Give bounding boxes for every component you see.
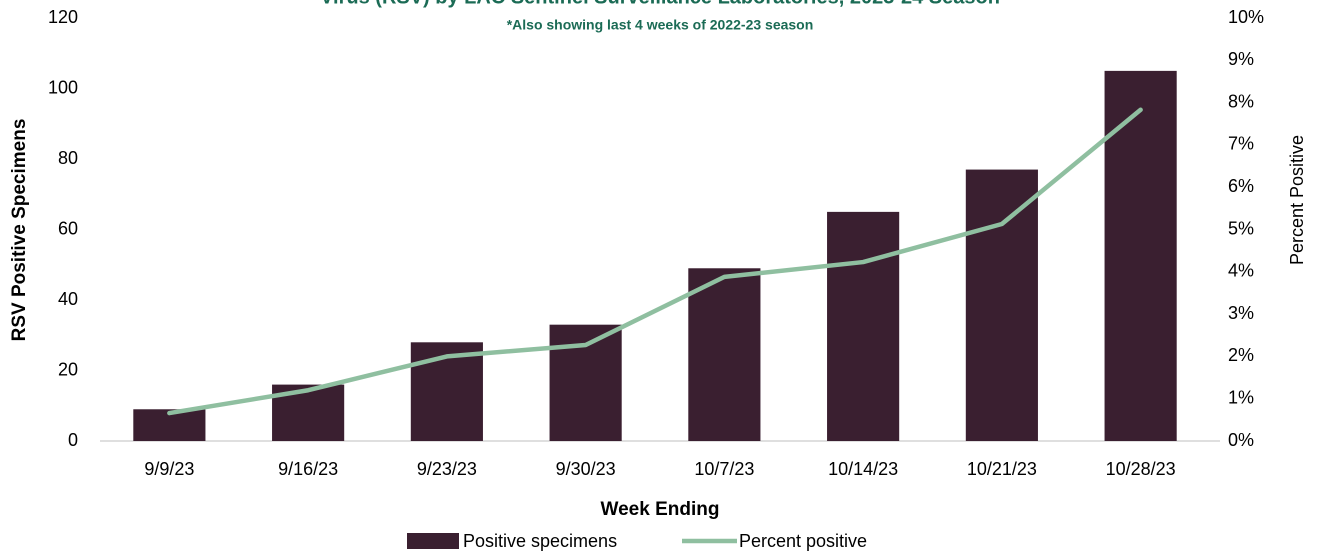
y2-tick-label: 0%: [1228, 430, 1254, 450]
bar: [549, 324, 622, 441]
x-axis-label: Week Ending: [601, 499, 720, 520]
chart-subtitle: *Also showing last 4 weeks of 2022-23 se…: [507, 17, 814, 33]
chart-title: Virus (RSV) by LAC Sentinel Surveillance…: [320, 0, 1000, 8]
y2-tick-label: 2%: [1228, 345, 1254, 365]
bar: [410, 342, 483, 441]
y-axis-label: RSV Positive Specimens: [9, 119, 30, 342]
y-tick-label: 60: [58, 218, 78, 238]
bar: [1104, 70, 1177, 441]
legend-swatch: [407, 533, 459, 549]
line: [167, 107, 1143, 416]
y2-tick-label: 6%: [1228, 176, 1254, 196]
y2-tick-label: 9%: [1228, 49, 1254, 69]
y2-tick-label: 7%: [1228, 134, 1254, 154]
legend-label: Positive specimens: [463, 531, 617, 551]
y2-tick-label: 8%: [1228, 91, 1254, 111]
legend-label: Percent positive: [739, 531, 867, 551]
y2-tick-label: 1%: [1228, 387, 1254, 407]
y-tick-label: 120: [48, 7, 78, 27]
bar: [965, 169, 1038, 441]
y2-axis-label: Percent Positive: [1287, 135, 1307, 265]
y-tick-label: 0: [68, 430, 78, 450]
y2-tick-label: 3%: [1228, 303, 1254, 323]
y-tick-label: 20: [58, 359, 78, 379]
y-tick-label: 100: [48, 77, 78, 97]
y2-tick-label: 5%: [1228, 218, 1254, 238]
x-tick-label: 9/16/23: [278, 459, 338, 479]
x-tick-label: 10/7/23: [694, 459, 754, 479]
y2-tick-label: 10%: [1228, 7, 1264, 27]
y2-tick-label: 4%: [1228, 261, 1254, 281]
x-tick-label: 9/23/23: [417, 459, 477, 479]
x-tick-label: 10/21/23: [967, 459, 1037, 479]
x-tick-label: 10/14/23: [828, 459, 898, 479]
y-tick-label: 80: [58, 148, 78, 168]
bar: [688, 268, 761, 441]
bar: [827, 211, 900, 441]
x-tick-label: 9/30/23: [556, 459, 616, 479]
y-tick-label: 40: [58, 289, 78, 309]
x-tick-label: 9/9/23: [144, 459, 194, 479]
x-tick-label: 10/28/23: [1106, 459, 1176, 479]
